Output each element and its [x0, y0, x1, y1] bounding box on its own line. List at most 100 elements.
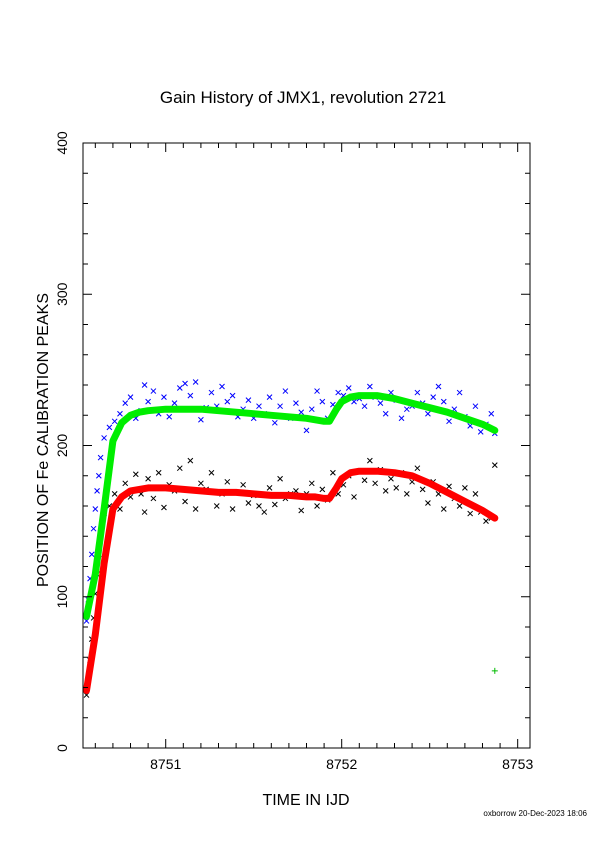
upper-point [141, 382, 148, 388]
upper-point [277, 403, 283, 410]
lower-point [298, 507, 305, 514]
axis-ticks: 0 100 200 300 400 8751 8752 8753 [54, 131, 533, 772]
lower-point [256, 503, 262, 509]
lower-point [271, 501, 278, 508]
upper-point [229, 392, 236, 399]
lower-point [122, 480, 129, 487]
upper-point [446, 418, 452, 425]
lower-point [388, 475, 394, 482]
footer-credit: oxborrow 20-Dec-2023 18:06 [483, 809, 587, 818]
upper-point [303, 427, 310, 434]
lower-point [393, 484, 400, 491]
x-axis-label: TIME IN IJD [262, 792, 349, 809]
upper-point [319, 398, 326, 405]
lower-point [176, 465, 183, 472]
upper-point [166, 413, 173, 420]
lower-point [467, 510, 474, 517]
upper-point [245, 397, 252, 403]
lower-point [111, 491, 118, 497]
lower-point [319, 486, 326, 493]
lower-point [198, 480, 204, 487]
x-tick-label: 8751 [150, 756, 181, 772]
upper-point [117, 410, 123, 417]
upper-point [398, 415, 405, 422]
lower-point [141, 509, 148, 515]
lower-point [192, 506, 199, 512]
lower-point [414, 465, 421, 472]
y-axis-label: POSITION OF Fe CALIBRATION PEAKS [35, 293, 52, 587]
lower-point [229, 506, 236, 512]
lower-point [266, 484, 273, 491]
lower-point [245, 500, 252, 506]
upper-point [308, 406, 315, 413]
plot-marks [83, 379, 499, 698]
upper-point [95, 472, 102, 479]
upper-point [145, 398, 151, 405]
upper-point [122, 400, 129, 407]
upper-point [106, 424, 113, 431]
upper-point [382, 410, 389, 417]
upper-point [472, 403, 479, 410]
upper-point [161, 394, 167, 400]
upper-point [367, 383, 373, 390]
lower-point [155, 469, 162, 476]
y-tick-label: 100 [54, 585, 70, 609]
lower-point [224, 478, 231, 485]
lower-point [483, 518, 489, 524]
upper-point [94, 488, 100, 494]
upper-point [208, 389, 215, 396]
upper-point [266, 394, 273, 400]
lower-point [462, 484, 468, 491]
upper-point [224, 398, 231, 405]
lower-point [425, 500, 431, 506]
plot-frame [82, 142, 531, 749]
upper-point [176, 385, 183, 391]
upper-point [403, 406, 410, 413]
lower-point [361, 477, 368, 484]
upper-point [425, 410, 431, 417]
lower-point [330, 469, 336, 476]
upper-point [88, 551, 95, 558]
lower-point [440, 506, 447, 512]
lower-fit-line [83, 467, 499, 694]
lower-point [240, 481, 246, 488]
upper-point [345, 385, 352, 391]
x-tick-label: 8752 [326, 756, 357, 772]
upper-point [477, 429, 484, 435]
lower-point [351, 494, 357, 500]
lower-point [182, 498, 188, 505]
upper-point [92, 506, 99, 512]
lower-point [150, 495, 157, 502]
upper-point [150, 388, 157, 394]
lower-point [208, 469, 215, 476]
upper-point [256, 403, 262, 410]
lower-point [491, 462, 498, 469]
upper-point [293, 400, 299, 407]
outliers-point [491, 667, 498, 674]
upper-point [435, 383, 442, 390]
y-tick-label: 200 [54, 434, 70, 458]
upper-point [101, 435, 107, 441]
upper-point [377, 400, 384, 407]
lower-point [261, 509, 268, 515]
lower-point [372, 480, 378, 487]
lower-point [314, 503, 320, 509]
upper-point [198, 416, 204, 423]
upper-point [440, 398, 447, 405]
lower-point [446, 483, 452, 490]
upper-point [335, 389, 342, 396]
upper-point [127, 394, 134, 400]
upper-point [282, 388, 289, 394]
lower-point [419, 486, 426, 493]
y-tick-label: 0 [54, 744, 70, 752]
upper-point [361, 403, 368, 410]
upper-fit-line [83, 392, 499, 620]
upper-point [456, 389, 463, 396]
lower-point [382, 488, 389, 494]
lower-point [403, 491, 410, 497]
x-tick-label: 8753 [502, 756, 533, 772]
lower-point [145, 475, 151, 482]
upper-point [97, 454, 104, 461]
upper-point [414, 389, 421, 396]
